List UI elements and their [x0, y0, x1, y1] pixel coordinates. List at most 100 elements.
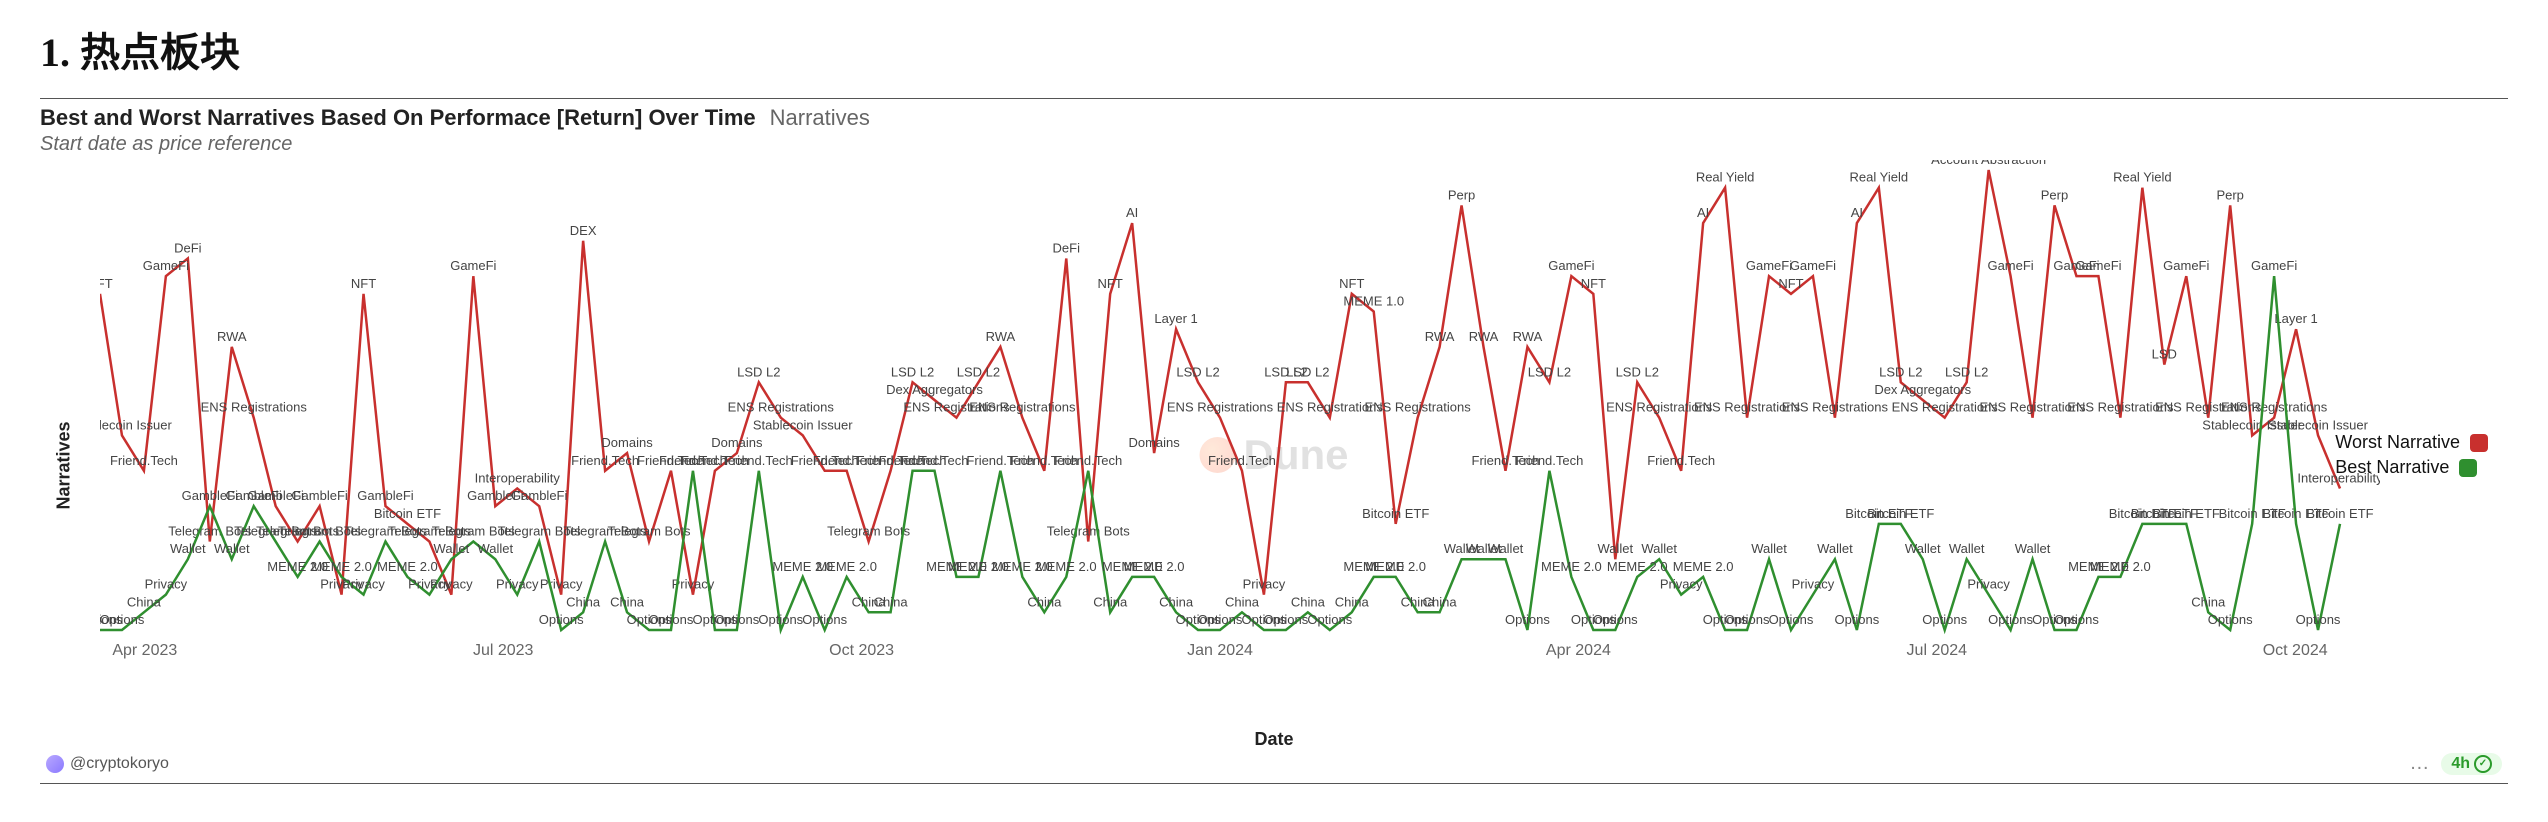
svg-text:China: China	[566, 594, 601, 609]
svg-text:LSD: LSD	[2152, 347, 2177, 362]
svg-text:Options: Options	[1988, 612, 2033, 627]
svg-text:GameFi: GameFi	[450, 258, 496, 273]
svg-text:Friend.Tech: Friend.Tech	[725, 453, 793, 468]
svg-text:GameFi: GameFi	[1790, 258, 1836, 273]
svg-text:Wallet: Wallet	[1488, 541, 1524, 556]
svg-text:Options: Options	[802, 612, 847, 627]
svg-text:Privacy: Privacy	[1243, 577, 1286, 592]
svg-text:GambleFi: GambleFi	[291, 488, 347, 503]
svg-text:NFT: NFT	[351, 276, 376, 291]
svg-text:MEME 2.0: MEME 2.0	[377, 559, 438, 574]
svg-text:Options: Options	[1922, 612, 1967, 627]
svg-text:DeFi: DeFi	[1053, 240, 1081, 255]
svg-text:GameFi: GameFi	[2075, 258, 2121, 273]
svg-text:RWA: RWA	[1469, 329, 1499, 344]
svg-text:Telegram Bots: Telegram Bots	[1047, 524, 1131, 539]
svg-text:LSD L2: LSD L2	[737, 364, 780, 379]
svg-text:Apr 2023: Apr 2023	[112, 642, 177, 659]
svg-text:Options: Options	[2296, 612, 2341, 627]
svg-text:Perp: Perp	[1448, 187, 1475, 202]
svg-text:Real Yield: Real Yield	[1850, 170, 1909, 185]
author-link[interactable]: @cryptokoryo	[46, 755, 169, 773]
svg-text:Telegram Bots: Telegram Bots	[344, 524, 428, 539]
svg-text:Bitcoin ETF: Bitcoin ETF	[1362, 506, 1429, 521]
svg-text:GameFi: GameFi	[143, 258, 189, 273]
svg-text:Wallet: Wallet	[477, 541, 513, 556]
svg-text:LSD L2: LSD L2	[1616, 364, 1659, 379]
svg-text:Friend.Tech: Friend.Tech	[110, 453, 178, 468]
svg-text:Privacy: Privacy	[145, 577, 188, 592]
legend-item[interactable]: Worst Narrative	[2335, 432, 2488, 453]
svg-text:AI: AI	[1697, 205, 1709, 220]
svg-text:NFT: NFT	[1778, 276, 1803, 291]
avatar-icon	[46, 755, 64, 773]
legend-label: Worst Narrative	[2335, 432, 2460, 453]
svg-text:Privacy: Privacy	[496, 577, 539, 592]
svg-text:LSD L2: LSD L2	[1879, 364, 1922, 379]
svg-text:Options: Options	[2208, 612, 2253, 627]
svg-text:AI: AI	[1851, 205, 1863, 220]
svg-text:Privacy: Privacy	[1792, 577, 1835, 592]
svg-text:China: China	[874, 594, 909, 609]
svg-text:Perp: Perp	[2041, 187, 2068, 202]
svg-text:Domains: Domains	[1128, 435, 1180, 450]
svg-text:DeFi: DeFi	[174, 240, 202, 255]
svg-text:Wallet: Wallet	[1817, 541, 1853, 556]
author-handle: @cryptokoryo	[70, 755, 169, 773]
svg-text:Options: Options	[1307, 612, 1352, 627]
svg-text:Options: Options	[1505, 612, 1550, 627]
more-menu-button[interactable]: …	[2409, 752, 2431, 775]
svg-text:China: China	[1159, 594, 1194, 609]
svg-text:LSD L2: LSD L2	[957, 364, 1000, 379]
svg-text:ENS Registrations: ENS Registrations	[201, 400, 308, 415]
svg-text:Options: Options	[649, 612, 694, 627]
svg-text:Wallet: Wallet	[1641, 541, 1677, 556]
svg-text:LSD L2: LSD L2	[1286, 364, 1329, 379]
svg-text:Wallet: Wallet	[2015, 541, 2051, 556]
svg-text:DEX: DEX	[570, 223, 597, 238]
svg-text:MEME 2.0: MEME 2.0	[1036, 559, 1097, 574]
svg-text:MEME 2.0: MEME 2.0	[1124, 559, 1185, 574]
svg-text:Options: Options	[758, 612, 803, 627]
svg-text:Layer 1: Layer 1	[1154, 311, 1197, 326]
svg-text:Bitcoin ETF: Bitcoin ETF	[1867, 506, 1934, 521]
svg-text:Jul 2024: Jul 2024	[1907, 642, 1968, 659]
legend-item[interactable]: Best Narrative	[2335, 457, 2488, 478]
legend: Worst Narrative Best Narrative	[2335, 428, 2488, 482]
svg-text:Options: Options	[1769, 612, 1814, 627]
svg-text:Telegram Bots: Telegram Bots	[564, 524, 648, 539]
svg-text:MEME 2.0: MEME 2.0	[2090, 559, 2151, 574]
svg-text:GambleFi: GambleFi	[226, 488, 282, 503]
svg-text:Options: Options	[1263, 612, 1308, 627]
panel-subtitle: Narratives	[770, 105, 870, 131]
svg-text:GameFi: GameFi	[1987, 258, 2033, 273]
svg-text:GambleFi: GambleFi	[511, 488, 567, 503]
svg-text:China: China	[1093, 594, 1128, 609]
svg-text:Wallet: Wallet	[1949, 541, 1985, 556]
svg-text:Jan 2024: Jan 2024	[1187, 642, 1253, 659]
chart-panel: Best and Worst Narratives Based On Perfo…	[40, 98, 2508, 784]
svg-text:Options: Options	[1834, 612, 1879, 627]
svg-text:Options: Options	[1725, 612, 1770, 627]
svg-text:Real Yield: Real Yield	[2113, 170, 2172, 185]
legend-swatch	[2470, 434, 2488, 452]
svg-text:NFT: NFT	[1581, 276, 1606, 291]
refresh-badge[interactable]: 4h ✓	[2441, 753, 2502, 775]
svg-text:AI: AI	[1126, 205, 1138, 220]
svg-text:MEME 2.0: MEME 2.0	[311, 559, 372, 574]
svg-text:ENS Registrations: ENS Registrations	[1167, 400, 1274, 415]
svg-text:Jul 2023: Jul 2023	[473, 642, 534, 659]
x-axis-label: Date	[1254, 729, 1293, 750]
divider	[40, 783, 2508, 784]
svg-text:ENS Registrations: ENS Registrations	[1365, 400, 1472, 415]
svg-text:ENS Registrations: ENS Registrations	[969, 400, 1076, 415]
svg-text:MEME 2.0: MEME 2.0	[1673, 559, 1734, 574]
svg-text:RWA: RWA	[1425, 329, 1455, 344]
svg-text:China: China	[1027, 594, 1062, 609]
svg-text:Domains: Domains	[711, 435, 763, 450]
svg-text:China: China	[1423, 594, 1458, 609]
svg-text:Options: Options	[1198, 612, 1243, 627]
svg-text:Real Yield: Real Yield	[1696, 170, 1755, 185]
svg-text:RWA: RWA	[986, 329, 1016, 344]
svg-text:Wallet: Wallet	[214, 541, 250, 556]
